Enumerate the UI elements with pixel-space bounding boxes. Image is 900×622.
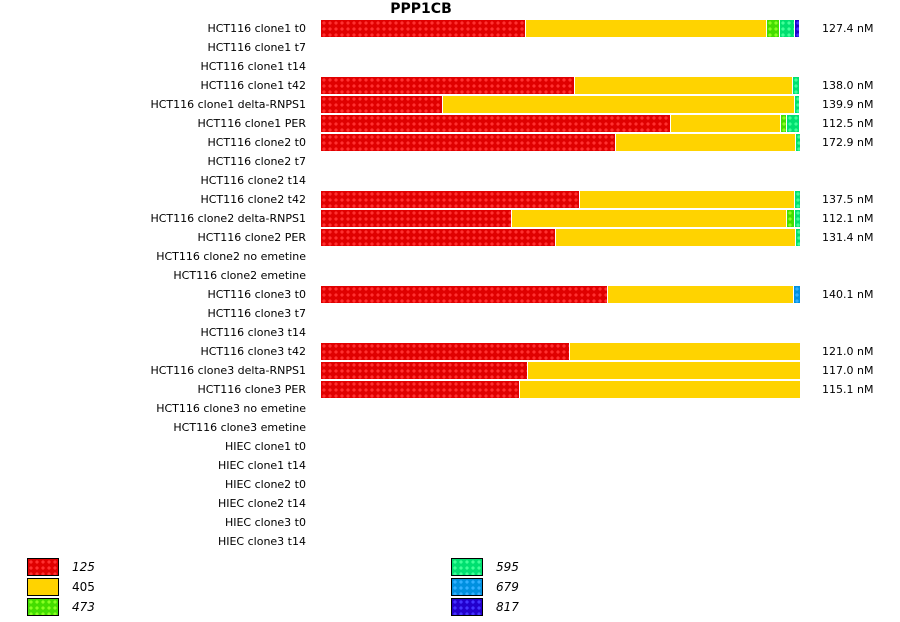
legend-swatch-595 (451, 558, 483, 576)
row-label: HIEC clone1 t14 (217, 459, 306, 472)
total-label: 139.9 nM (822, 98, 874, 111)
legend-swatch-125 (27, 558, 59, 576)
legend-swatch-679 (451, 578, 483, 596)
bar-segment-125 (321, 96, 442, 113)
bar-segment-405 (575, 77, 792, 94)
bar-segment-595 (795, 96, 799, 113)
legend-label-595: 595 (496, 560, 519, 574)
legend-label-679: 679 (496, 580, 519, 594)
row-label: HCT116 clone2 t14 (200, 174, 306, 187)
bar-segment-405 (570, 343, 800, 360)
bar-segment-595 (795, 210, 800, 227)
bar-segment-125 (321, 20, 525, 37)
total-label: 172.9 nM (822, 136, 874, 149)
total-label: 117.0 nM (822, 364, 874, 377)
row-label: HIEC clone3 t0 (224, 516, 306, 529)
bar-segment-405 (520, 381, 800, 398)
bar-segment-473 (781, 115, 786, 132)
row-label: HCT116 clone3 t42 (200, 345, 306, 358)
bar-segment-405 (616, 134, 795, 151)
row-label: HCT116 clone1 t14 (200, 60, 306, 73)
bar-segment-595 (780, 20, 794, 37)
row-label: HIEC clone1 t0 (224, 440, 306, 453)
bar-segment-125 (321, 115, 670, 132)
bar-segment-595 (787, 115, 799, 132)
total-label: 112.5 nM (822, 117, 874, 130)
bar-segment-817 (795, 20, 799, 37)
row-label: HCT116 clone3 t0 (207, 288, 306, 301)
row-label: HCT116 clone3 t14 (200, 326, 306, 339)
row-label: HCT116 clone3 PER (197, 383, 306, 396)
chart-title: PPP1CB (390, 1, 452, 17)
total-label: 138.0 nM (822, 79, 874, 92)
row-label: HCT116 clone3 t7 (207, 307, 306, 320)
legend-label-125: 125 (72, 560, 95, 574)
row-label: HCT116 clone2 no emetine (156, 250, 306, 263)
row-label: HCT116 clone1 delta-RNPS1 (150, 98, 306, 111)
bar-segment-405 (580, 191, 794, 208)
row-label: HCT116 clone3 delta-RNPS1 (150, 364, 306, 377)
bar-segment-473 (787, 210, 794, 227)
bar-segment-595 (793, 77, 799, 94)
bar-segment-679 (794, 286, 800, 303)
row-label: HIEC clone2 t0 (224, 478, 306, 491)
bar-segment-405 (608, 286, 793, 303)
row-label: HCT116 clone1 t0 (207, 22, 306, 35)
legend-label-817: 817 (496, 600, 519, 614)
bar-segment-595 (796, 229, 800, 246)
bar-segment-125 (321, 286, 607, 303)
bar-segment-125 (321, 343, 569, 360)
legend-label-405: 405 (72, 580, 95, 594)
bar-segment-405 (671, 115, 780, 132)
total-label: 140.1 nM (822, 288, 874, 301)
row-label: HCT116 clone2 t42 (200, 193, 306, 206)
total-label: 115.1 nM (822, 383, 874, 396)
bar-segment-125 (321, 191, 579, 208)
row-label: HCT116 clone2 t0 (207, 136, 306, 149)
total-label: 131.4 nM (822, 231, 874, 244)
row-label: HCT116 clone2 PER (197, 231, 306, 244)
bar-segment-125 (321, 229, 555, 246)
legend-label-473: 473 (72, 600, 95, 614)
bar-segment-405 (526, 20, 766, 37)
total-label: 121.0 nM (822, 345, 874, 358)
bar-segment-595 (796, 134, 800, 151)
row-label: HCT116 clone1 t7 (207, 41, 306, 54)
row-label: HIEC clone3 t14 (217, 535, 306, 548)
row-label: HCT116 clone1 PER (197, 117, 306, 130)
row-label: HCT116 clone2 emetine (173, 269, 306, 282)
row-label: HCT116 clone3 no emetine (156, 402, 306, 415)
bar-segment-405 (443, 96, 794, 113)
total-label: 112.1 nM (822, 212, 874, 225)
bar-segment-125 (321, 362, 527, 379)
total-label: 137.5 nM (822, 193, 874, 206)
bar-segment-125 (321, 381, 519, 398)
row-label: HCT116 clone1 t42 (200, 79, 306, 92)
row-label: HIEC clone2 t14 (217, 497, 306, 510)
bar-segment-125 (321, 134, 615, 151)
bar-segment-595 (795, 191, 800, 208)
bar-segment-405 (556, 229, 795, 246)
bar-segment-125 (321, 77, 574, 94)
bar-segment-405 (528, 362, 800, 379)
row-label: HCT116 clone2 delta-RNPS1 (150, 212, 306, 225)
bar-segment-473 (767, 20, 779, 37)
row-label: HCT116 clone3 emetine (173, 421, 306, 434)
legend-swatch-473 (27, 598, 59, 616)
bar-segment-125 (321, 210, 511, 227)
total-label: 127.4 nM (822, 22, 874, 35)
legend-swatch-817 (451, 598, 483, 616)
bar-segment-405 (512, 210, 786, 227)
row-label: HCT116 clone2 t7 (207, 155, 306, 168)
legend-swatch-405 (27, 578, 59, 596)
